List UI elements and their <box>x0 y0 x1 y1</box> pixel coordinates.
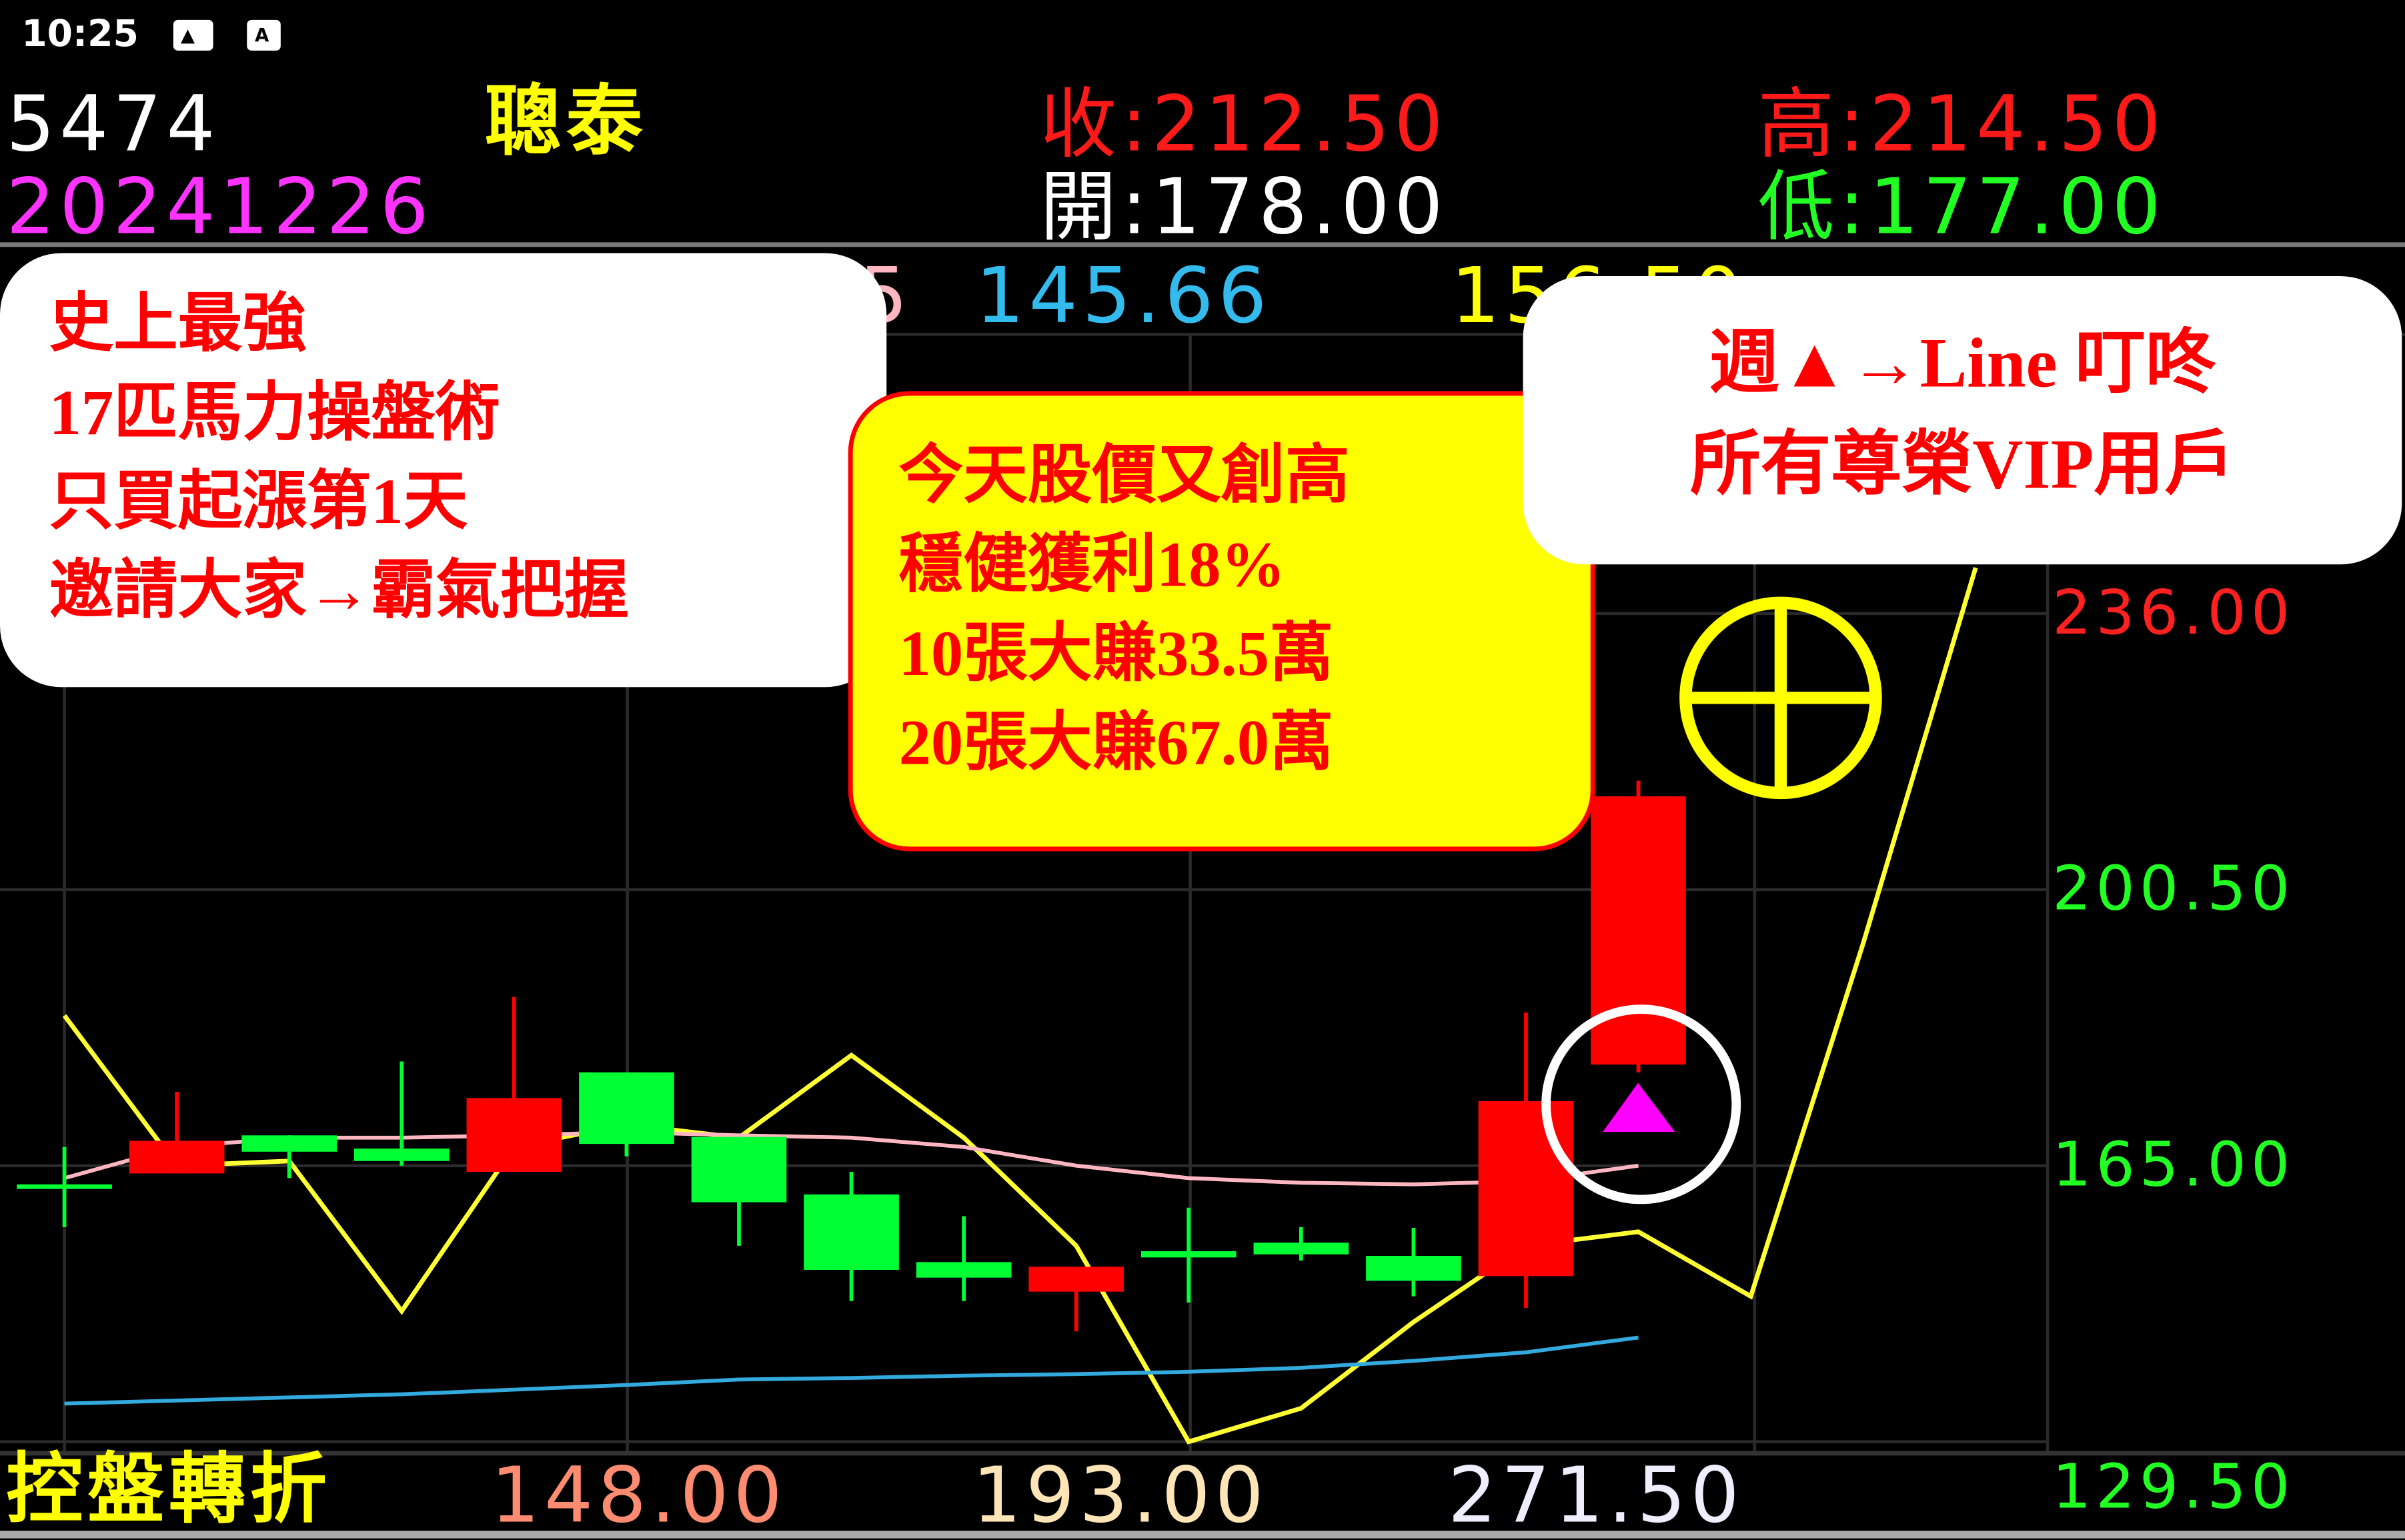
y-tick: 236.00 <box>2052 578 2295 649</box>
clock: 10:25 <box>21 12 139 55</box>
stock-name: 聰泰 <box>484 76 648 166</box>
candle-up <box>1478 1100 1574 1277</box>
candle-down <box>916 1262 1012 1278</box>
candle-down <box>241 1135 337 1152</box>
candle-up <box>129 1140 225 1174</box>
ma-long-line <box>64 1335 1639 1406</box>
footer-value-2: 193.00 <box>972 1451 1269 1540</box>
status-bar: 10:25 ▲ A <box>21 12 281 55</box>
candle-down <box>804 1194 899 1271</box>
bottom-border <box>0 1531 2405 1539</box>
candle-down <box>579 1072 674 1144</box>
promo-line: 只買起漲第1天 <box>49 468 468 539</box>
ma-long-value: 145.66 <box>975 251 1272 341</box>
high-price: 高:214.50 <box>1757 79 2166 169</box>
candle-up <box>1028 1267 1124 1292</box>
stock-code: 5474 <box>6 79 220 169</box>
close-price: 收:212.50 <box>1040 79 1448 169</box>
image-icon: ▲ <box>173 19 213 51</box>
chart-bottom-divider <box>0 1451 2405 1456</box>
footer-label: 控盤轉折 <box>6 1445 331 1534</box>
promo-line: 所有尊榮VIP用戶 <box>1689 425 2235 504</box>
candle-down <box>1366 1256 1461 1281</box>
promo-line: 今天股價又創高 <box>898 442 1350 513</box>
promo-bubble-left: 史上最強 17匹馬力操盤術 只買起漲第1天 邀請大家→霸氣把握 <box>0 253 887 688</box>
open-price: 開:178.00 <box>1040 162 1448 252</box>
header-divider <box>0 242 2405 247</box>
promo-line: 20張大賺67.0萬 <box>898 708 1334 780</box>
promo-line: 週▲→Line 叮咚 <box>1709 323 2216 402</box>
font-icon: A <box>247 19 281 51</box>
candle-up <box>466 1098 562 1173</box>
promo-line: 穩健獲利18% <box>898 530 1286 602</box>
candle-down <box>354 1148 450 1161</box>
footer-value-3: 271.50 <box>1447 1451 1744 1540</box>
date: 20241226 <box>6 162 434 252</box>
candle-down <box>691 1136 787 1203</box>
promo-bubble-right: 週▲→Line 叮咚 所有尊榮VIP用戶 <box>1523 275 2402 565</box>
candle-up <box>1591 796 1686 1065</box>
promo-line: 17匹馬力操盤術 <box>49 379 500 450</box>
candle-down <box>17 1184 112 1189</box>
candle-down <box>1253 1243 1349 1255</box>
promo-line: 史上最強 <box>49 289 307 361</box>
y-axis-min: 129.50 <box>2052 1452 2295 1523</box>
footer-value-1: 148.00 <box>490 1451 787 1540</box>
y-tick: 200.50 <box>2052 854 2295 925</box>
ma-short-line <box>62 567 1978 1445</box>
candle-down <box>1140 1251 1237 1258</box>
promo-bubble-middle: 今天股價又創高 穩健獲利18% 10張大賺33.5萬 20張大賺67.0萬 <box>848 391 1595 852</box>
y-tick: 165.00 <box>2052 1130 2295 1201</box>
highlight-circle <box>1541 1004 1741 1205</box>
buy-signal-triangle-icon <box>1603 1082 1675 1132</box>
promo-line: 10張大賺33.5萬 <box>898 620 1334 690</box>
promo-line: 邀請大家→霸氣把握 <box>49 556 629 628</box>
low-price: 低:177.00 <box>1757 162 2166 252</box>
